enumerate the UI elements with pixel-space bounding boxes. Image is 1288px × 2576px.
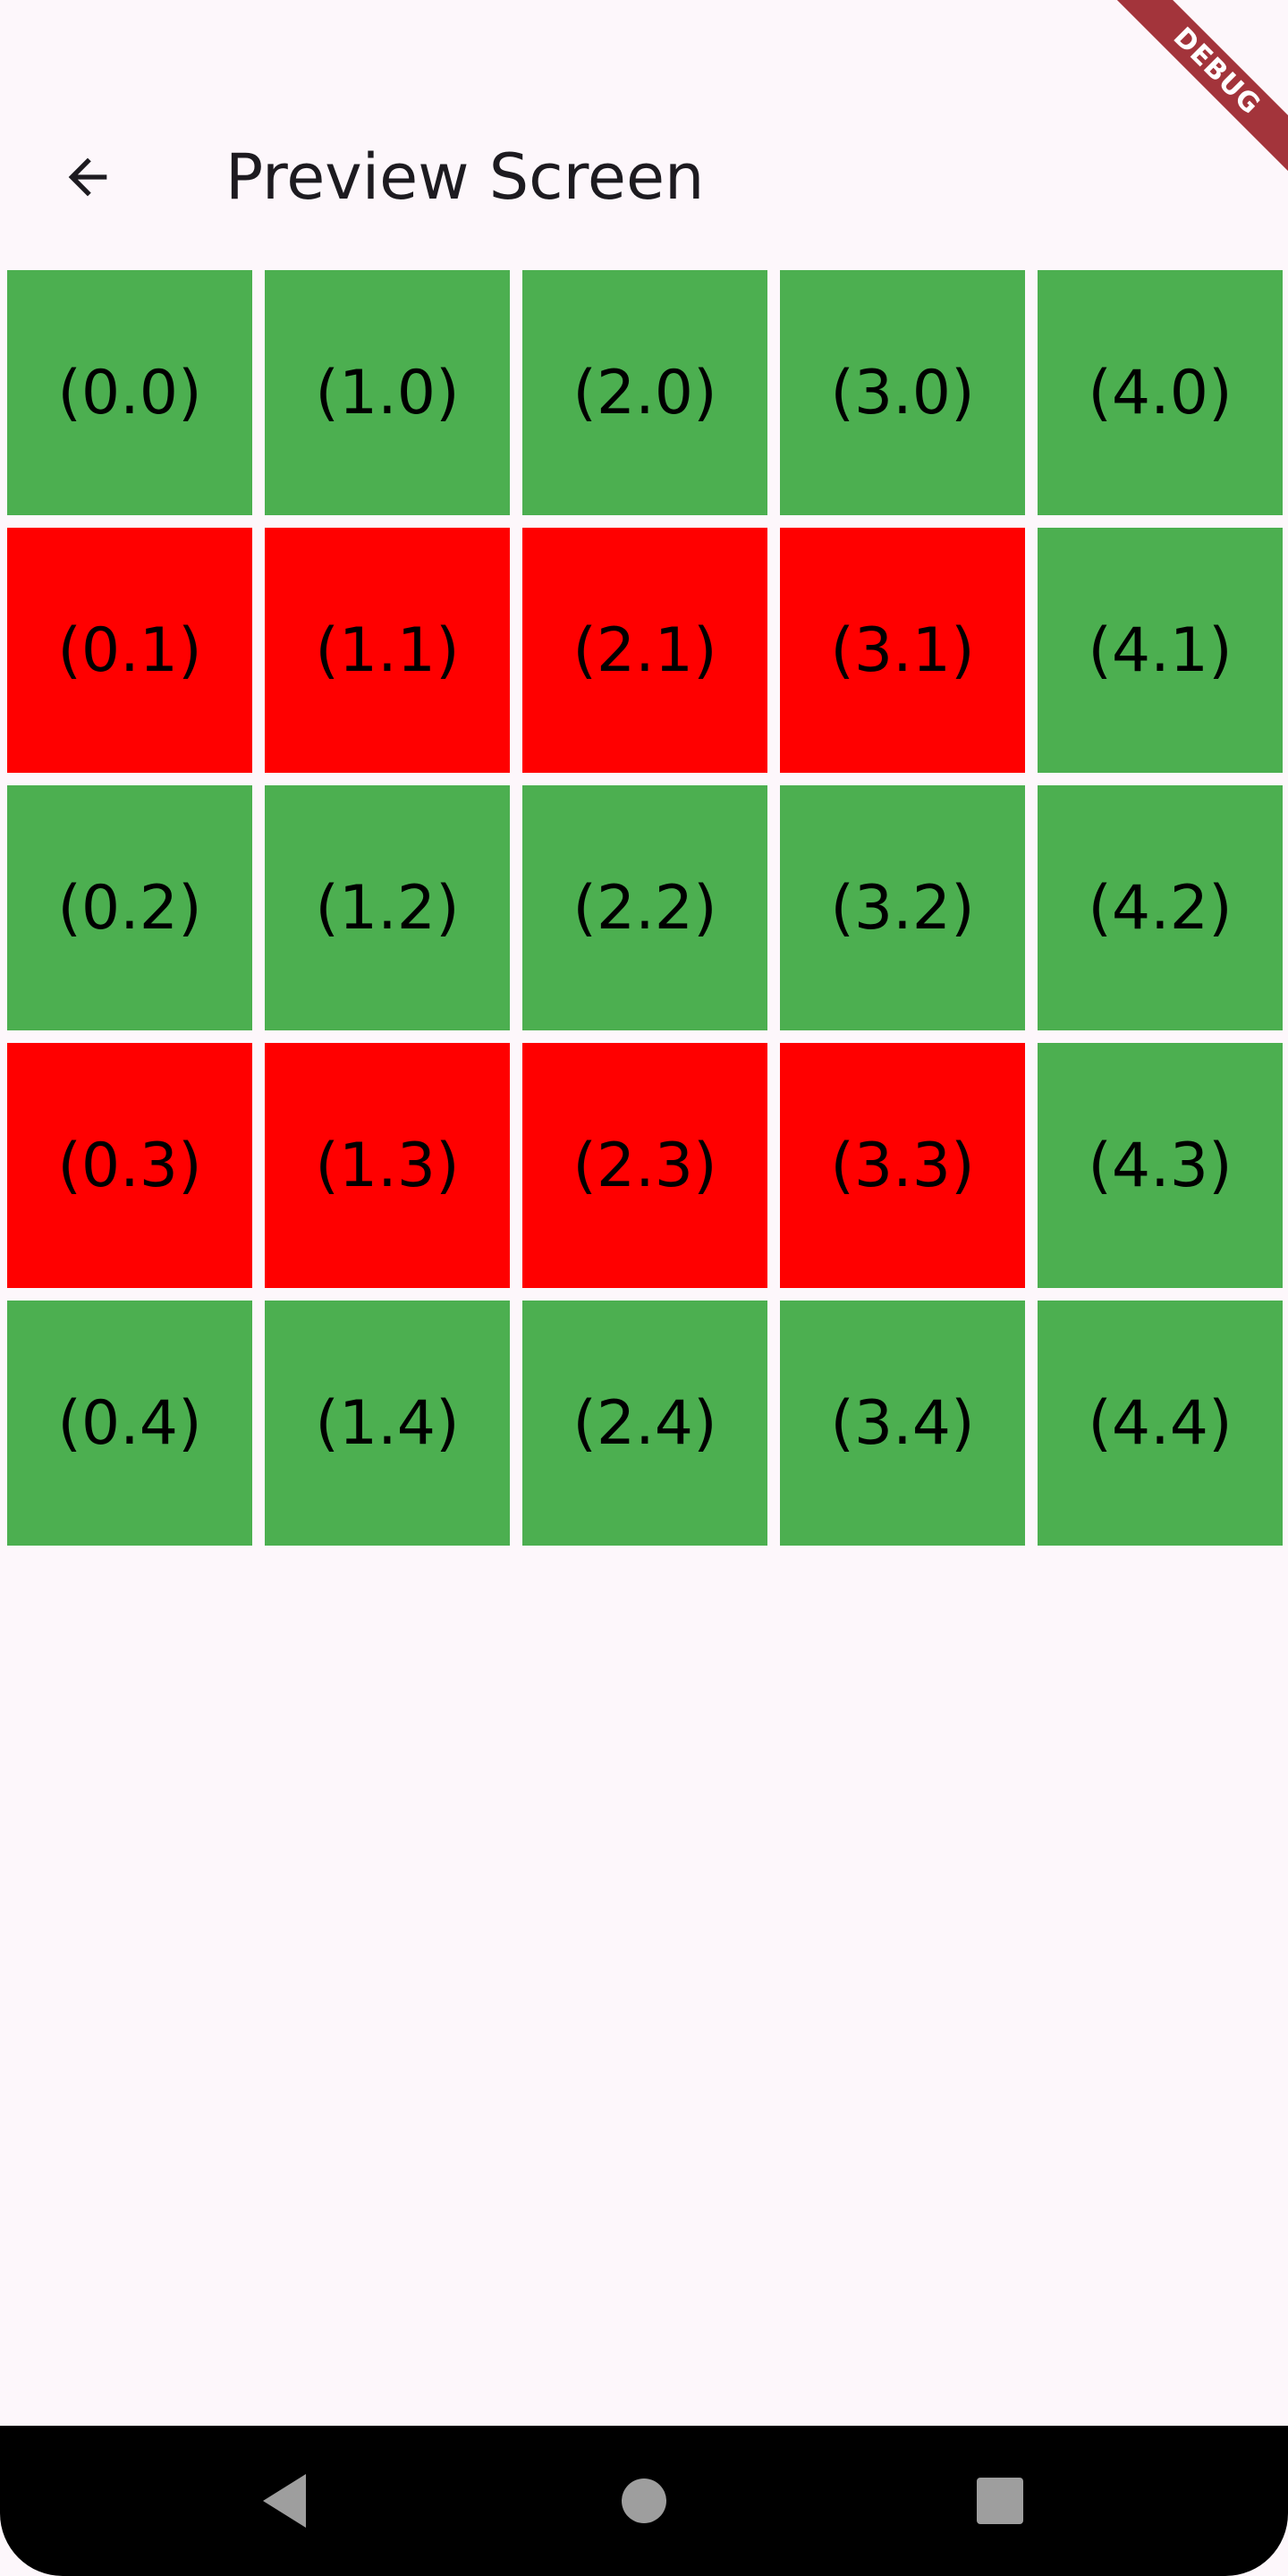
system-nav-bar — [0, 2426, 1288, 2576]
grid-cell[interactable]: (4.2) — [1038, 785, 1283, 1030]
grid-cell[interactable]: (0.0) — [7, 270, 252, 515]
grid-cell[interactable]: (4.0) — [1038, 270, 1283, 515]
page-title: Preview Screen — [225, 140, 705, 214]
grid-cell[interactable]: (4.4) — [1038, 1301, 1283, 1546]
grid-cell[interactable]: (0.3) — [7, 1043, 252, 1288]
grid-cell[interactable]: (3.2) — [780, 785, 1025, 1030]
coordinate-grid: (0.0) (1.0) (2.0) (3.0) (4.0) (0.1) (1.1) (2.1)… — [7, 270, 1283, 1546]
nav-back-button[interactable] — [240, 2456, 329, 2546]
grid-cell[interactable]: (3.0) — [780, 270, 1025, 515]
grid-cell[interactable]: (2.3) — [522, 1043, 767, 1288]
grid-cell[interactable]: (0.4) — [7, 1301, 252, 1546]
grid-cell[interactable]: (2.4) — [522, 1301, 767, 1546]
grid-cell[interactable]: (4.3) — [1038, 1043, 1283, 1288]
grid-cell[interactable]: (4.1) — [1038, 528, 1283, 773]
square-recents-icon — [977, 2478, 1023, 2524]
grid-cell[interactable]: (1.3) — [265, 1043, 510, 1288]
app-bar: Preview Screen — [0, 107, 1288, 242]
circle-home-icon — [622, 2479, 666, 2523]
grid-cell[interactable]: (3.4) — [780, 1301, 1025, 1546]
triangle-back-icon — [263, 2474, 306, 2528]
grid-cell[interactable]: (3.3) — [780, 1043, 1025, 1288]
grid-cell[interactable]: (0.2) — [7, 785, 252, 1030]
nav-recents-button[interactable] — [955, 2456, 1045, 2546]
grid-cell[interactable]: (2.0) — [522, 270, 767, 515]
grid-cell[interactable]: (1.2) — [265, 785, 510, 1030]
grid-cell[interactable]: (2.2) — [522, 785, 767, 1030]
grid-cell[interactable]: (2.1) — [522, 528, 767, 773]
grid-cell[interactable]: (1.1) — [265, 528, 510, 773]
grid-cell[interactable]: (1.4) — [265, 1301, 510, 1546]
back-button[interactable] — [45, 134, 131, 220]
grid-cell[interactable]: (3.1) — [780, 528, 1025, 773]
arrow-left-icon — [68, 157, 107, 197]
grid-cell[interactable]: (1.0) — [265, 270, 510, 515]
grid-cell[interactable]: (0.1) — [7, 528, 252, 773]
nav-home-button[interactable] — [599, 2456, 689, 2546]
